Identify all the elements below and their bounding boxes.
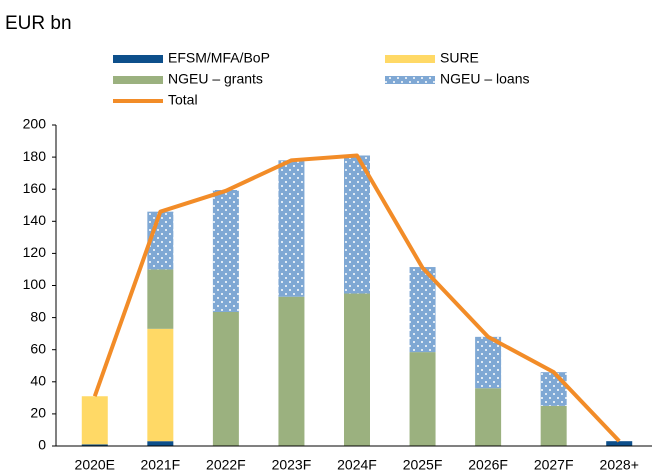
- x-tick-label: 2026F: [468, 457, 508, 473]
- y-tick-label: 200: [23, 116, 47, 132]
- legend-label: EFSM/MFA/BoP: [168, 50, 270, 66]
- bar-segment: [147, 328, 174, 442]
- bar-segment: [81, 396, 108, 445]
- y-tick-label: 20: [30, 405, 46, 421]
- x-tick-label: 2020E: [75, 457, 115, 473]
- y-tick-label: 0: [38, 437, 46, 453]
- bar-segment: [212, 190, 239, 312]
- legend-label: SURE: [440, 50, 479, 66]
- x-tick-label: 2022F: [206, 457, 246, 473]
- x-tick-label: 2021F: [140, 457, 180, 473]
- legend-label: Total: [168, 92, 198, 108]
- bar-segment: [147, 269, 174, 329]
- bar-segment: [81, 444, 108, 446]
- legend-swatch: [113, 55, 163, 63]
- bar-segment: [212, 311, 239, 446]
- bar-segment: [475, 388, 502, 446]
- x-tick-label: 2027F: [534, 457, 574, 473]
- x-tick-label: 2023F: [272, 457, 312, 473]
- legend-swatch: [113, 76, 163, 84]
- bar-segment: [606, 441, 633, 446]
- x-tick-label: 2028+: [600, 457, 639, 473]
- legend-swatch: [385, 76, 435, 84]
- bar-segment: [409, 352, 436, 446]
- bar-segment: [540, 372, 567, 406]
- y-tick-label: 80: [30, 308, 46, 324]
- bar-segment: [409, 267, 436, 353]
- legend-swatch: [385, 55, 435, 63]
- subtitle: EUR bn: [5, 13, 72, 34]
- y-tick-label: 120: [23, 244, 47, 260]
- y-tick-label: 40: [30, 373, 46, 389]
- y-tick-label: 100: [23, 276, 47, 292]
- bar-segment: [278, 160, 305, 297]
- bar-segment: [540, 405, 567, 446]
- total-line: [92, 153, 621, 443]
- y-tick-label: 160: [23, 180, 47, 196]
- bar-segment: [344, 293, 370, 446]
- x-tick-label: 2025F: [403, 457, 443, 473]
- bar-segment: [344, 155, 370, 294]
- bar-segment: [278, 296, 305, 446]
- bar-segment: [475, 336, 502, 389]
- y-tick-label: 140: [23, 212, 47, 228]
- y-tick-label: 180: [23, 148, 47, 164]
- legend-label: NGEU – loans: [440, 71, 529, 87]
- bar-segment: [147, 441, 174, 446]
- legend-label: NGEU – grants: [168, 71, 263, 87]
- y-tick-label: 60: [30, 340, 46, 356]
- x-tick-label: 2024F: [337, 457, 377, 473]
